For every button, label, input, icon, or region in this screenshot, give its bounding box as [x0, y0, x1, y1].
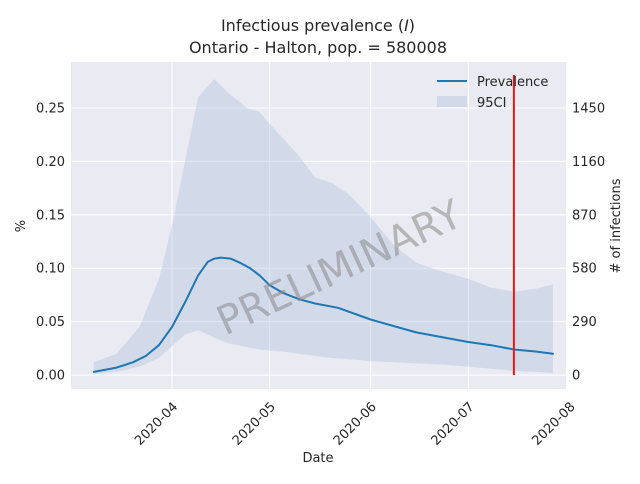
y-axis-label: %	[14, 220, 29, 232]
y-tick-label: 0.10	[36, 262, 65, 277]
chart-title-line2: Ontario - Halton, pop. = 580008	[189, 38, 447, 57]
y-tick-label-right: 580	[572, 262, 597, 277]
x-tick-label: 2020-05	[230, 400, 279, 449]
x-tick-label: 2020-06	[331, 400, 380, 449]
y-tick-label: 0.05	[36, 315, 65, 330]
chart-title-line1: Infectious prevalence (I)	[221, 16, 415, 35]
legend: Prevalence 95CI	[437, 75, 548, 111]
x-tick-labels: 2020-04 2020-05 2020-06 2020-07 2020-08	[132, 400, 578, 449]
y-tick-label-right: 1450	[572, 101, 605, 116]
y-tick-label: 0.20	[36, 155, 65, 170]
confidence-band-95ci	[93, 79, 554, 374]
x-tick-label: 2020-07	[429, 400, 478, 449]
x-tick-label: 2020-08	[529, 400, 578, 449]
y-tick-label: 0.15	[36, 208, 65, 223]
prevalence-line-layer	[92, 256, 554, 373]
y-tick-labels-left: 0.00 0.05 0.10 0.15 0.20 0.25	[36, 101, 65, 383]
plot-area	[71, 62, 566, 389]
legend-prevalence-label: Prevalence	[477, 75, 548, 90]
y-tick-label-right: 1160	[572, 155, 605, 170]
y-tick-label: 0.00	[36, 369, 65, 384]
y-tick-label: 0.25	[36, 101, 65, 116]
y-tick-label-right: 290	[572, 315, 597, 330]
grid	[71, 62, 570, 389]
legend-95ci-label: 95CI	[477, 96, 506, 111]
y-tick-labels-right: 0 290 580 870 1160 1450	[572, 101, 605, 383]
y-axis-label-right: # of infections	[609, 178, 624, 273]
x-tick-label: 2020-04	[132, 400, 181, 449]
y-tick-label-right: 870	[572, 208, 597, 223]
confidence-band-layer	[93, 79, 554, 374]
legend-95ci-swatch	[437, 96, 467, 107]
x-axis-label: Date	[302, 451, 333, 466]
prevalence-line	[92, 256, 554, 373]
y-tick-label-right: 0	[572, 369, 580, 384]
